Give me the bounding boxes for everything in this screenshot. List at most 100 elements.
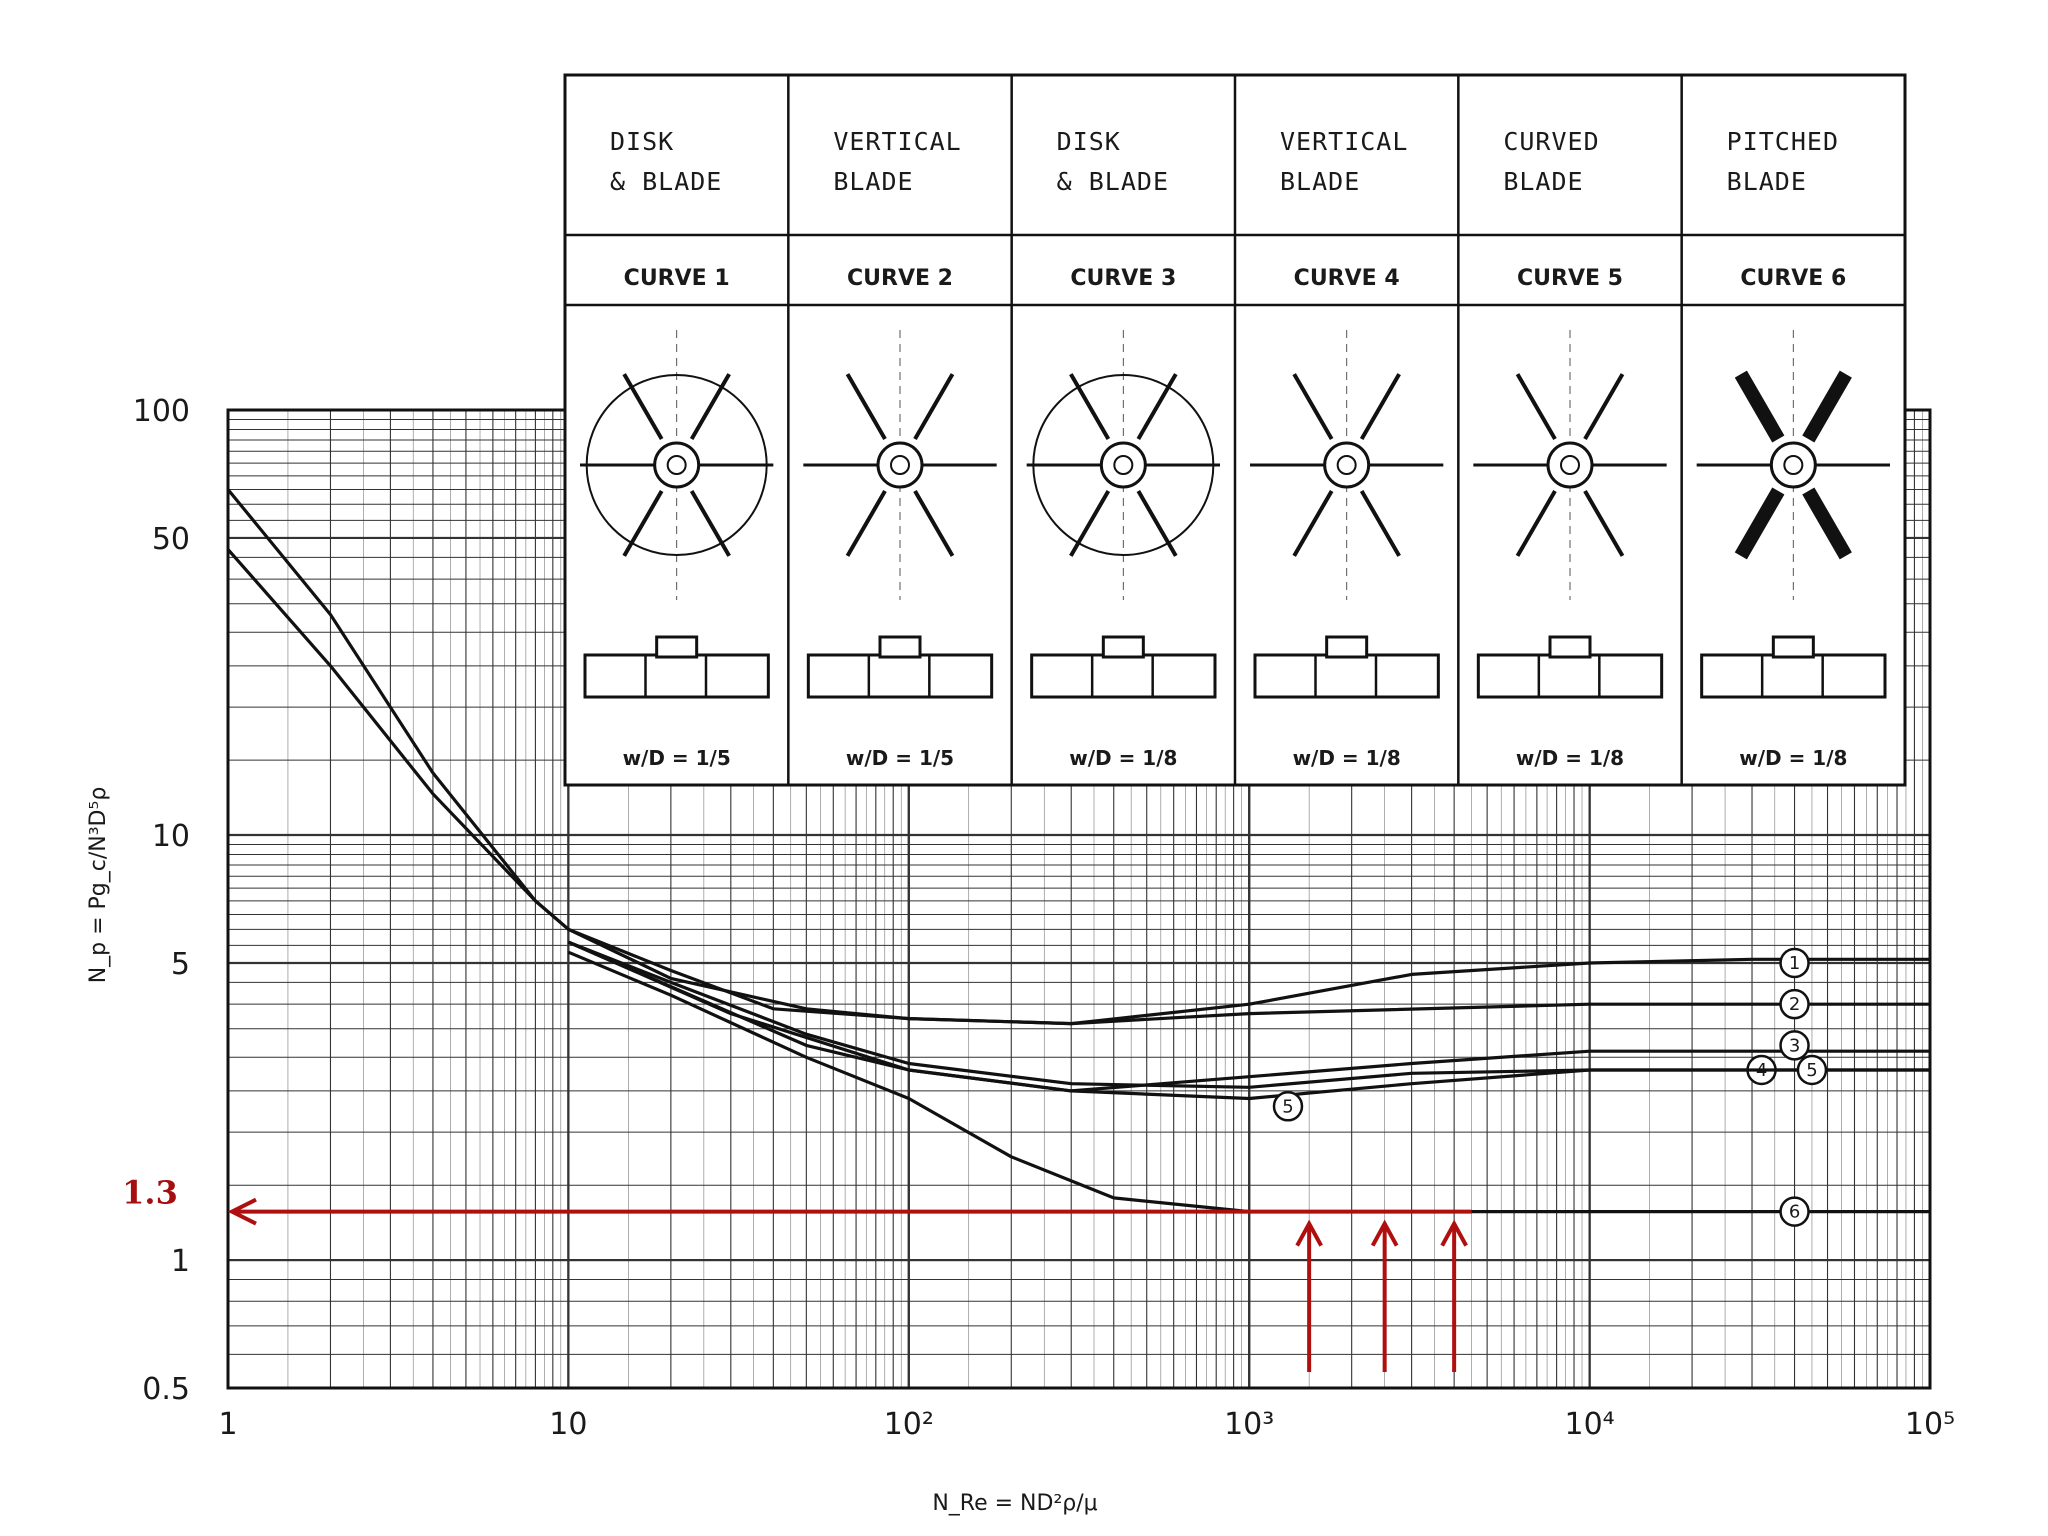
x-tick-label: 10 [549,1407,587,1442]
y-tick-label: 0.5 [142,1372,190,1407]
impeller-drawing [580,330,774,699]
impeller-blade [1292,373,1334,441]
impeller-hub [1560,455,1580,475]
curve-header: CURVE 6 [1740,266,1846,291]
x-tick-label: 10² [884,1407,934,1442]
impeller-blade [1359,373,1401,441]
impeller-blade [1292,489,1334,557]
impeller-blade [845,489,887,557]
curve-5-line [567,940,1930,1101]
impeller-blade [1515,373,1557,441]
impeller-drawing [1696,330,1890,699]
impeller-name: VERTICAL [833,127,961,156]
curve-header: CURVE 1 [624,266,730,291]
impeller-side-hub [1101,635,1145,659]
curve-marker [1779,1030,1810,1061]
curve-marker [1272,1091,1304,1122]
y-tick-label: 100 [133,394,190,429]
width-ratio-label: w/D = 1/8 [1739,746,1847,770]
impeller-drawing [1473,330,1667,699]
impeller-blade [1069,373,1111,441]
impeller-drawing [803,330,997,699]
impeller-blade [689,373,731,441]
impeller-hub [890,455,910,475]
impeller-blade [1583,373,1625,441]
impeller-drawing [1026,330,1220,699]
width-ratio-label: w/D = 1/5 [846,746,954,770]
width-ratio-label: w/D = 1/8 [1069,746,1177,770]
axes-layer: 1 10 10² 10³ 10⁴ 10⁵ 100 50 10 5 1 0.5 [133,394,1955,1442]
annotation-value-label: 1.3 [122,1174,178,1212]
impeller-name: CURVED [1503,127,1599,156]
impeller-hub [1099,441,1147,489]
width-ratio-label: w/D = 1/8 [1293,746,1401,770]
impeller-blade [1136,489,1178,557]
curve-marker [1779,947,1810,979]
annotation-arrow-head [227,1197,257,1226]
impeller-hub [1769,441,1817,489]
impeller-blade [689,489,731,557]
x-tick-label: 10⁴ [1564,1407,1614,1442]
y-tick-label: 10 [152,819,190,854]
impeller-hub [666,455,687,475]
y-tick-label: 50 [152,522,190,557]
impeller-blade [1583,489,1625,557]
impeller-side-hub [878,635,922,659]
impeller-blade [622,489,664,557]
impeller-blade [1802,487,1852,560]
impeller-side-hub [1325,635,1369,659]
impeller-blade [913,489,955,557]
impeller-blade [845,373,887,441]
impeller-side-view [1030,653,1217,699]
impeller-disk [585,374,768,556]
curve-marker-label: 5 [1806,1060,1817,1081]
impeller-blade [1136,373,1178,441]
curve-header: CURVE 3 [1070,266,1176,291]
impeller-side-view [806,653,994,699]
width-ratio-label: w/D = 1/8 [1516,746,1624,770]
curve-6-line [567,950,1930,1214]
impeller-side-view [1476,653,1664,699]
x-axis-label: N_Re = ND²ρ/μ [932,1491,1097,1516]
impeller-blade [1734,487,1785,560]
impeller-name: VERTICAL [1280,127,1408,156]
impeller-hub [1783,455,1804,475]
curve-marker [1779,988,1810,1020]
impeller-name: PITCHED [1727,127,1839,156]
curve-header: CURVE 5 [1517,266,1623,291]
impeller-name: BLADE [1727,167,1807,196]
width-ratio-label: w/D = 1/5 [623,746,731,770]
impeller-side-view [583,653,770,699]
curve-marker [1779,1196,1810,1227]
curve-marker-label: 5 [1282,1096,1293,1117]
y-tick-label: 1 [171,1244,190,1279]
impeller-drawing [1250,330,1444,699]
curve-marker-label: 3 [1789,1035,1800,1056]
impeller-blade [1069,489,1111,557]
impeller-name: & BLADE [610,167,722,196]
impeller-hub [876,441,924,489]
impeller-blade [1802,370,1852,443]
curve-2-line [226,548,1930,1026]
annotation-arrow-head [1440,1219,1468,1247]
annotation-arrow-head [1370,1219,1399,1247]
curve-marker-label: 1 [1789,953,1800,974]
impeller-table: DISK & BLADE CURVE 1 w/D = 1/5 VERTICAL BLADE… [563,73,1907,787]
impeller-side-hub [655,635,699,659]
y-axis-label: N_p = Pg_c/N³D⁵ρ [86,787,111,984]
impeller-name: DISK [610,127,674,156]
impeller-blade [1515,489,1557,557]
impeller-name: DISK [1057,127,1121,156]
impeller-blade [1734,370,1785,443]
annotation-layer: 1.3 [122,1174,1472,1372]
impeller-name: BLADE [1503,167,1583,196]
curve-marker [1796,1054,1828,1086]
impeller-blade [622,373,664,441]
impeller-hub [653,441,701,489]
curve-marker-label: 2 [1789,994,1800,1015]
impeller-side-view [1700,653,1887,699]
curve-header: CURVE 4 [1294,266,1400,291]
impeller-side-hub [1548,635,1592,659]
